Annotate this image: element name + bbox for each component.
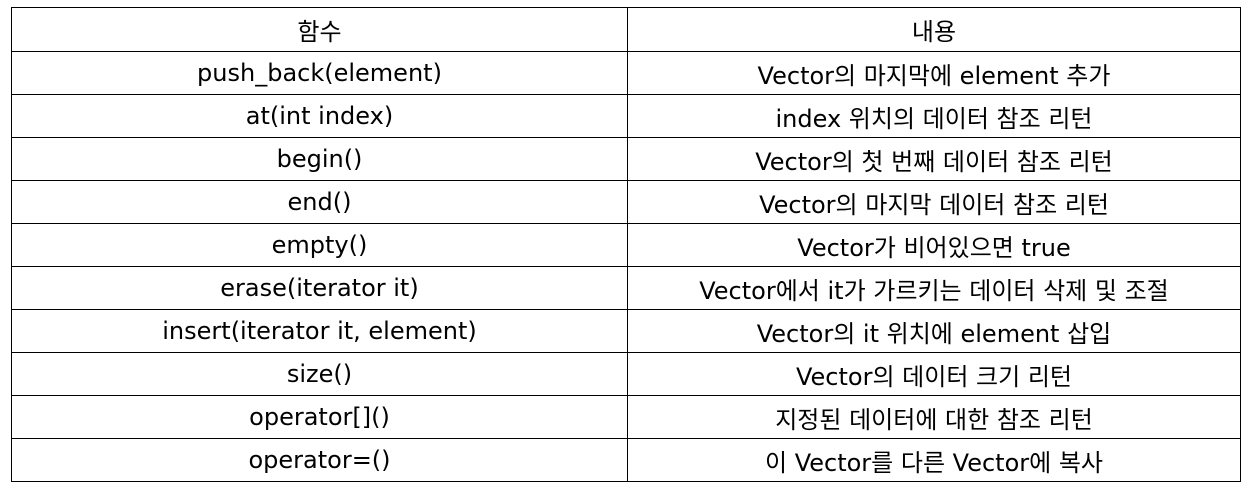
description-cell: 지정된 데이터에 대한 참조 리턴	[627, 395, 1241, 439]
description-cell: Vector에서 it가 가르키는 데이터 삭제 및 조절	[627, 266, 1241, 310]
header-function: 함수	[11, 7, 628, 52]
table-row: empty() Vector가 비어있으면 true	[11, 223, 1241, 267]
function-cell: insert(iterator it, element)	[11, 309, 628, 353]
function-cell: operator[]()	[11, 395, 628, 439]
description-cell: Vector의 첫 번째 데이터 참조 리턴	[627, 137, 1241, 181]
description-cell: Vector의 마지막 데이터 참조 리턴	[627, 180, 1241, 224]
function-cell: empty()	[11, 223, 628, 267]
function-cell: end()	[11, 180, 628, 224]
description-cell: index 위치의 데이터 참조 리턴	[627, 94, 1241, 138]
description-cell: 이 Vector를 다른 Vector에 복사	[627, 438, 1241, 482]
description-cell: Vector의 it 위치에 element 삽입	[627, 309, 1241, 353]
table-header-row: 함수 내용	[11, 7, 1241, 52]
table-row: end() Vector의 마지막 데이터 참조 리턴	[11, 180, 1241, 224]
function-cell: at(int index)	[11, 94, 628, 138]
description-cell: Vector의 데이터 크기 리턴	[627, 352, 1241, 396]
table-row: operator=() 이 Vector를 다른 Vector에 복사	[11, 438, 1241, 482]
description-cell: Vector의 마지막에 element 추가	[627, 51, 1241, 95]
vector-functions-table: 함수 내용 push_back(element) Vector의 마지막에 el…	[11, 7, 1241, 482]
function-cell: erase(iterator it)	[11, 266, 628, 310]
table-row: operator[]() 지정된 데이터에 대한 참조 리턴	[11, 395, 1241, 439]
function-cell: size()	[11, 352, 628, 396]
function-cell: begin()	[11, 137, 628, 181]
header-description: 내용	[627, 7, 1241, 52]
vector-functions-table-container: 함수 내용 push_back(element) Vector의 마지막에 el…	[11, 7, 1241, 482]
table-row: at(int index) index 위치의 데이터 참조 리턴	[11, 94, 1241, 138]
table-row: size() Vector의 데이터 크기 리턴	[11, 352, 1241, 396]
table-row: insert(iterator it, element) Vector의 it …	[11, 309, 1241, 353]
description-cell: Vector가 비어있으면 true	[627, 223, 1241, 267]
table-row: erase(iterator it) Vector에서 it가 가르키는 데이터…	[11, 266, 1241, 310]
table-row: push_back(element) Vector의 마지막에 element …	[11, 51, 1241, 95]
table-row: begin() Vector의 첫 번째 데이터 참조 리턴	[11, 137, 1241, 181]
function-cell: operator=()	[11, 438, 628, 482]
function-cell: push_back(element)	[11, 51, 628, 95]
